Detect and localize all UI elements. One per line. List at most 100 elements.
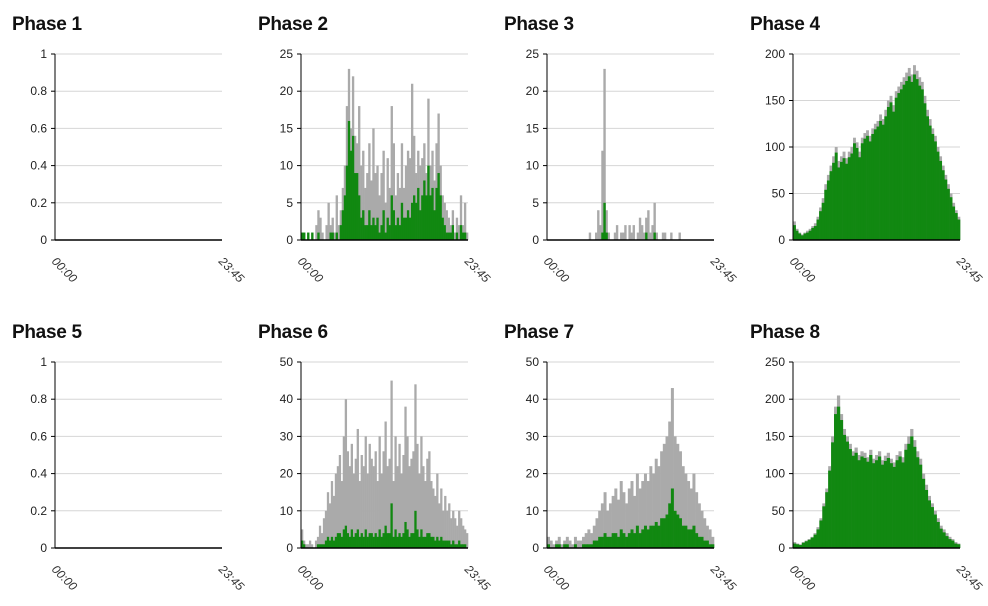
bar-highlight xyxy=(410,202,414,240)
bar-total xyxy=(619,481,623,548)
bar-highlight xyxy=(684,525,688,548)
bar-highlight xyxy=(370,533,373,548)
bar-highlight xyxy=(834,152,838,240)
bar-highlight xyxy=(646,529,650,548)
bar-total xyxy=(394,436,397,548)
bar-total xyxy=(611,495,615,548)
bar-highlight xyxy=(875,460,879,548)
bar-highlight xyxy=(889,463,893,548)
bar-highlight xyxy=(643,525,647,548)
chart-title: Phase 2 xyxy=(258,14,328,35)
bar-highlight xyxy=(819,520,823,548)
chart-title: Phase 4 xyxy=(750,14,820,35)
bar-highlight xyxy=(390,195,393,240)
bar-highlight xyxy=(345,165,349,240)
x-tick-label: 00:00 xyxy=(541,562,572,593)
bar-highlight xyxy=(378,529,381,548)
bar-total xyxy=(595,232,598,240)
bar-total xyxy=(613,232,617,240)
bar-highlight xyxy=(866,135,869,240)
bar-total xyxy=(448,503,451,548)
bar-total xyxy=(368,143,371,240)
chart-title: Phase 1 xyxy=(12,14,82,35)
bar-highlight xyxy=(412,533,415,548)
bar-total xyxy=(390,380,393,548)
x-tick-label: 00:00 xyxy=(787,562,818,593)
bar-highlight xyxy=(836,406,841,548)
bar-highlight xyxy=(848,449,852,548)
bar-highlight xyxy=(432,536,435,548)
bar-highlight xyxy=(417,187,420,240)
bar-total xyxy=(386,158,389,240)
bar-total xyxy=(661,232,665,240)
bar-highlight xyxy=(338,533,342,548)
bar-highlight xyxy=(633,533,637,548)
bar-highlight xyxy=(462,544,465,548)
bar-total xyxy=(440,488,443,548)
bar-total xyxy=(657,466,661,548)
bar-highlight xyxy=(348,536,351,548)
bar-total xyxy=(654,458,658,548)
y-tick-label: 40 xyxy=(280,392,294,406)
bar-total xyxy=(643,232,646,240)
bar-total xyxy=(571,544,575,548)
bar-highlight xyxy=(692,525,696,548)
y-tick-label: 50 xyxy=(772,504,786,518)
bar-highlight xyxy=(681,525,685,548)
y-tick-label: 5 xyxy=(532,196,539,210)
bar-total xyxy=(606,510,610,548)
y-tick-label: 50 xyxy=(772,187,786,201)
bar-highlight xyxy=(368,533,371,548)
bar-highlight xyxy=(603,202,606,240)
y-tick-label: 0 xyxy=(532,541,539,555)
x-tick-label: 00:00 xyxy=(295,562,326,593)
bar-highlight xyxy=(600,536,604,548)
bar-total xyxy=(673,436,677,548)
bar-highlight xyxy=(936,521,940,548)
bar-highlight xyxy=(587,544,591,548)
bar-highlight xyxy=(355,173,359,240)
bar-highlight xyxy=(396,217,400,240)
bar-highlight xyxy=(416,529,419,548)
bar-total xyxy=(633,495,637,548)
y-tick-label: 25 xyxy=(280,47,294,61)
bar-highlight xyxy=(598,536,602,548)
bar-highlight xyxy=(804,541,808,548)
bar-highlight xyxy=(668,503,672,548)
bar-highlight xyxy=(547,544,550,548)
bar-total xyxy=(404,406,407,548)
bar-total xyxy=(700,510,704,548)
bar-highlight xyxy=(353,173,357,240)
bar-highlight xyxy=(384,232,387,240)
bar-highlight xyxy=(339,225,343,240)
bar-highlight xyxy=(329,232,332,240)
bar-total xyxy=(308,540,312,548)
bar-highlight xyxy=(454,544,457,548)
bar-highlight xyxy=(420,529,423,548)
bar-highlight xyxy=(614,533,618,548)
bar-highlight xyxy=(402,217,406,240)
bar-highlight xyxy=(678,518,682,548)
bar-total xyxy=(426,458,429,548)
chart-title: Phase 6 xyxy=(258,322,328,343)
bar-total xyxy=(376,165,379,240)
bar-highlight xyxy=(928,125,932,240)
bar-highlight xyxy=(334,536,338,548)
bar-highlight xyxy=(916,457,920,548)
bar-highlight xyxy=(954,543,958,548)
bar-total xyxy=(388,458,391,548)
bar-total xyxy=(687,481,691,548)
bar-total xyxy=(344,399,348,548)
bar-highlight xyxy=(665,514,669,548)
bar-total xyxy=(378,436,381,548)
bar-highlight xyxy=(370,225,373,240)
bar-total xyxy=(663,232,667,240)
x-tick-label: 23:45 xyxy=(215,562,247,594)
bar-total xyxy=(358,106,361,240)
bar-total xyxy=(703,518,707,548)
chart-plot: 0 0.2 0.4 0.6 0.8 1 00:00 23:45 xyxy=(30,355,247,594)
bar-total xyxy=(368,443,371,548)
bar-total xyxy=(456,525,459,548)
bar-highlight xyxy=(456,544,459,548)
bar-highlight xyxy=(813,534,817,548)
